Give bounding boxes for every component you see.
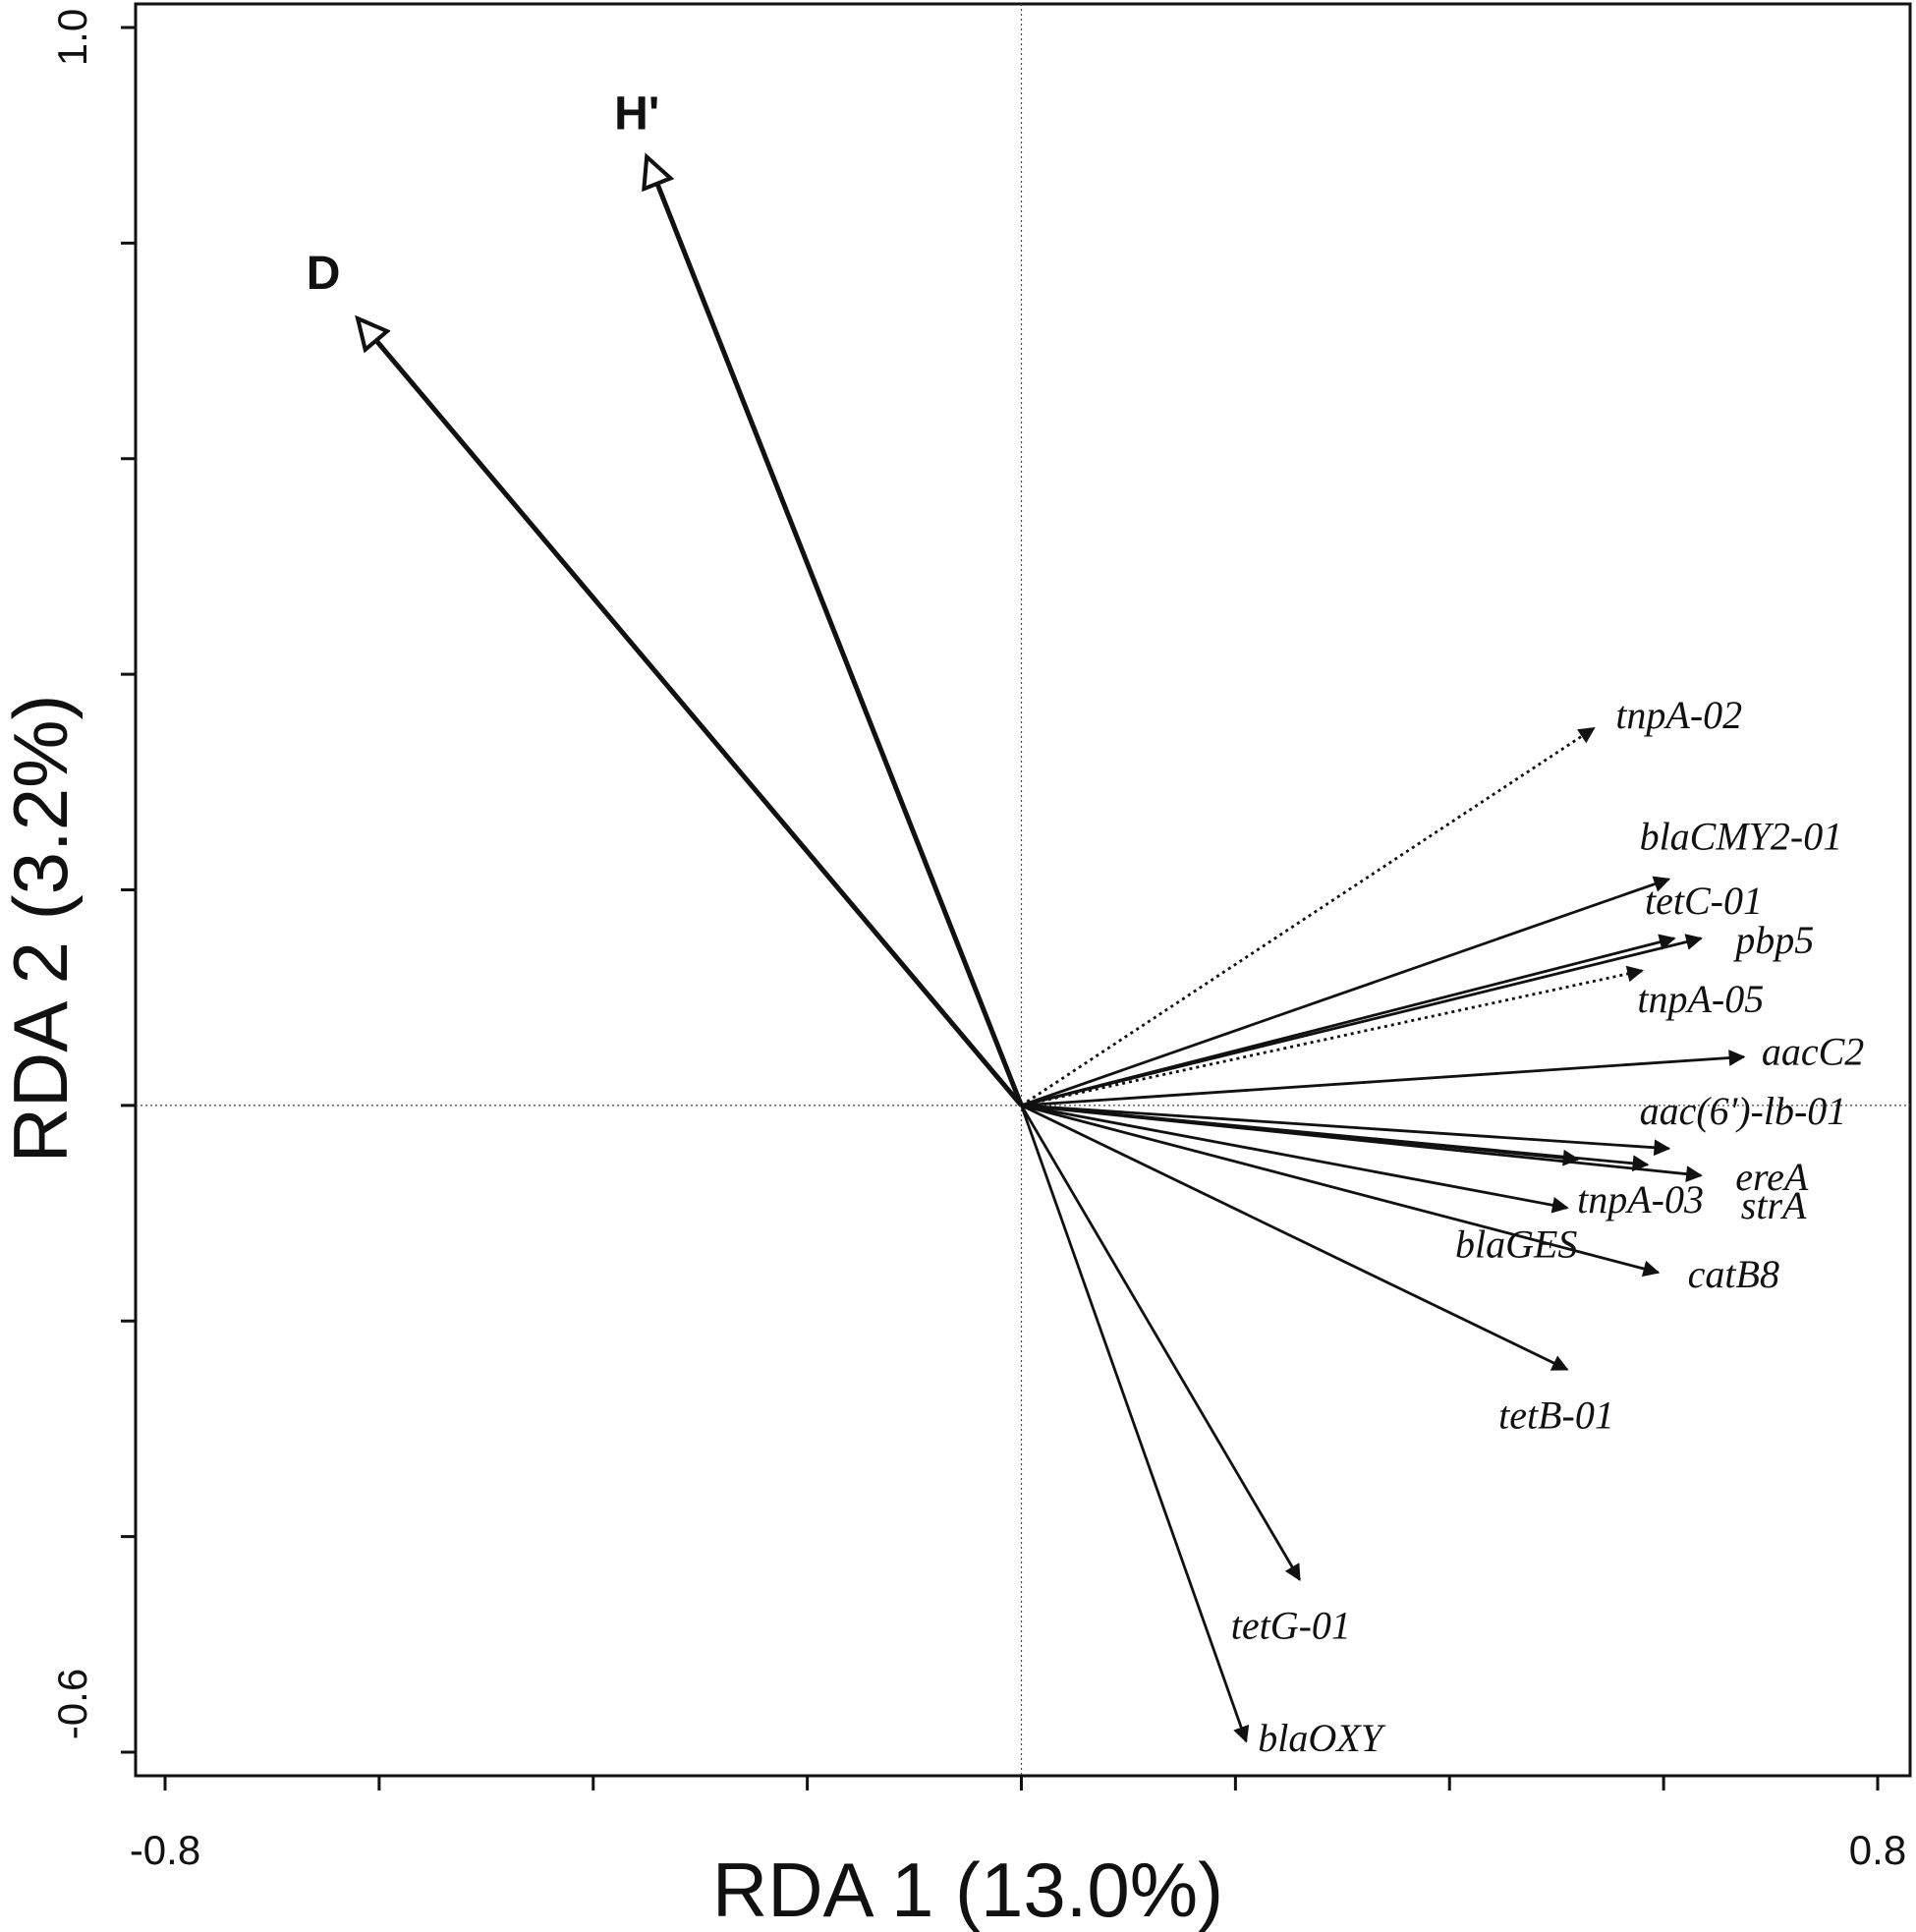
gene-vector-tnpa-05 — [1021, 965, 1644, 1108]
gene-vector-aacc2 — [1021, 1050, 1746, 1108]
diversity-vector-h-prime — [647, 157, 1024, 1107]
gene-label-blages: blaGES — [1455, 1222, 1577, 1267]
gene-label-aacc2: aacC2 — [1762, 1030, 1864, 1074]
y-tick-label-min: -0.6 — [49, 1669, 95, 1739]
gene-label-tnpa-05: tnpA-05 — [1637, 977, 1764, 1021]
gene-vector-tnpa-02 — [1020, 726, 1596, 1108]
gene-vector-blaoxy — [1020, 1105, 1250, 1743]
gene-vector-tetg-01 — [1020, 1105, 1301, 1581]
diversity-vector-d — [358, 318, 1024, 1108]
gene-vector-blacmy2-01 — [1021, 876, 1671, 1108]
gene-label-tnpa-02: tnpA-02 — [1615, 693, 1742, 737]
gene-label-erea: ereA — [1735, 1155, 1809, 1199]
y-axis-title: RDA 2 (3.2%) — [0, 695, 84, 1164]
y-tick-label-max: 1.0 — [49, 9, 95, 66]
x-tick-label-max: 0.8 — [1849, 1827, 1906, 1873]
reference-lines — [136, 4, 1910, 1776]
diversity-label-h-prime: H' — [614, 88, 659, 141]
gene-vector-aac-6-lb-01 — [1021, 1104, 1671, 1157]
gene-label-catb8: catB8 — [1688, 1252, 1779, 1296]
gene-vector-catb8 — [1021, 1104, 1661, 1278]
gene-label-tetc-01: tetC-01 — [1645, 879, 1763, 923]
axis-ticks — [121, 26, 1880, 1790]
gene-vector-tnpa-03 — [1021, 1104, 1569, 1214]
x-axis-title: RDA 1 (13.0%) — [712, 1847, 1223, 1932]
biplot-vectors — [358, 157, 1746, 1743]
gene-label-blacmy2-01: blaCMY2-01 — [1640, 815, 1843, 859]
gene-label-stra: strA — [1741, 1183, 1807, 1227]
x-tick-label-min: -0.8 — [130, 1827, 200, 1873]
gene-vector-blages — [1021, 1104, 1580, 1166]
gene-vector-tetb-01 — [1020, 1104, 1569, 1371]
gene-label-pbp5: pbp5 — [1732, 918, 1814, 962]
gene-vector-pbp5 — [1021, 934, 1703, 1108]
gene-label-tetg-01: tetG-01 — [1231, 1604, 1351, 1648]
gene-label-aac-6-lb-01: aac(6')-lb-01 — [1640, 1089, 1847, 1133]
diversity-label-d: D — [307, 248, 341, 300]
gene-label-tnpa-03: tnpA-03 — [1577, 1177, 1704, 1222]
gene-label-blaoxy: blaOXY — [1258, 1716, 1385, 1760]
gene-label-tetb-01: tetB-01 — [1498, 1393, 1614, 1438]
